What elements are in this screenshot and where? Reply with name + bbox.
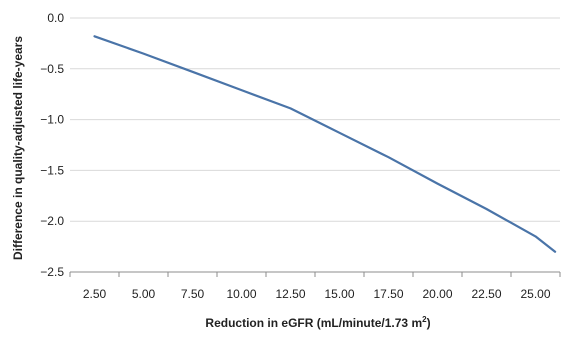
y-tick-label: 0.0 xyxy=(47,11,64,25)
x-axis-title-superscript: 2 xyxy=(422,315,427,324)
x-tick-label: 2.50 xyxy=(83,287,107,301)
x-axis xyxy=(69,271,561,277)
y-axis-title: Difference in quality-adjusted life-year… xyxy=(11,36,25,260)
x-tick-label: 25.00 xyxy=(520,287,550,301)
x-axis-title: Reduction in eGFR (mL/minute/1.73 m2) xyxy=(205,315,430,330)
x-axis-title-close: ) xyxy=(427,316,431,330)
y-tick-label: −2.0 xyxy=(40,214,64,228)
x-tick-label: 22.50 xyxy=(471,287,501,301)
x-axis-tick-labels: 2.50 5.00 7.50 10.00 12.50 15.00 17.50 20.00 22.… xyxy=(83,287,551,301)
y-tick-label: −1.0 xyxy=(40,113,64,127)
x-tick-label: 7.50 xyxy=(181,287,205,301)
x-tick-label: 10.00 xyxy=(226,287,256,301)
x-tick-label: 17.50 xyxy=(373,287,403,301)
series-layer xyxy=(93,35,557,253)
x-tick-label: 12.50 xyxy=(275,287,305,301)
y-tick-label: −1.5 xyxy=(40,163,64,177)
y-axis-tick-labels: 0.0 −0.5 −1.0 −1.5 −2.0 −2.5 xyxy=(40,11,64,279)
series-line xyxy=(93,35,557,253)
x-tick-label: 15.00 xyxy=(324,287,354,301)
y-tick-label: −0.5 xyxy=(40,62,64,76)
x-axis-title-main: Reduction in eGFR (mL/minute/1.73 m xyxy=(205,316,422,330)
x-tick-label: 20.00 xyxy=(422,287,452,301)
x-tick-label: 5.00 xyxy=(132,287,156,301)
y-tick-label: −2.5 xyxy=(40,265,64,279)
